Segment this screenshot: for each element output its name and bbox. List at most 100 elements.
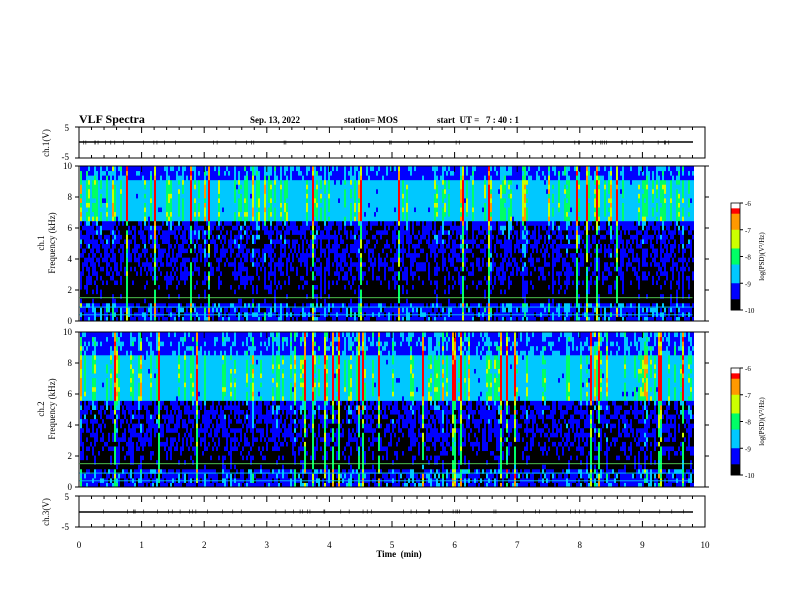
spectrogram-cell	[324, 193, 326, 199]
spectrogram-cell	[174, 207, 176, 213]
spectrogram-cell	[132, 316, 134, 322]
spectrogram-cell	[118, 225, 120, 231]
spectrogram-cell	[268, 202, 270, 208]
spectrogram-cell	[88, 266, 90, 272]
spectrogram-cell	[314, 225, 316, 231]
spectrogram-cell	[80, 298, 82, 304]
spectrogram-cell	[312, 293, 314, 299]
spectrogram-cell	[188, 270, 190, 276]
spectrogram-cell	[96, 266, 98, 272]
spectrogram-cell	[174, 202, 176, 208]
spectrogram-cell	[262, 298, 264, 304]
spectrogram-cell	[104, 184, 106, 190]
spectrogram-cell	[162, 248, 164, 254]
spectrogram-cell	[318, 293, 320, 299]
spectrogram-cell	[260, 316, 262, 322]
spectrogram-cell	[82, 284, 84, 290]
spectrogram-cell	[302, 202, 304, 208]
spectrogram-cell	[244, 211, 246, 217]
spectrogram-cell	[286, 193, 288, 199]
spectrogram-cell	[158, 257, 160, 263]
spectrogram-cell	[270, 289, 272, 295]
spectrogram-cell	[164, 293, 166, 299]
spectrogram-cell	[228, 229, 230, 235]
spectrogram-cell	[158, 243, 160, 249]
spectrogram-cell	[210, 220, 212, 226]
spectrogram-cell	[264, 193, 266, 199]
spectrogram-cell	[126, 175, 128, 181]
spectrogram-cell	[116, 307, 118, 313]
spectrogram-cell	[230, 284, 232, 290]
spectrogram-cell	[332, 229, 334, 235]
spectrogram-cell	[286, 197, 288, 203]
spectrogram-cell	[122, 238, 124, 244]
spectrogram-cell	[306, 202, 308, 208]
spectrogram-cell	[302, 284, 304, 290]
spectrogram-cell	[112, 248, 114, 254]
spectrogram-cell	[336, 275, 338, 281]
spectrogram-cell	[308, 234, 310, 240]
spectrogram-cell	[262, 270, 264, 276]
spectrogram-cell	[214, 229, 216, 235]
spectrogram-cell	[346, 225, 348, 231]
spectrogram-cell	[330, 166, 332, 172]
spectrogram-cell	[306, 298, 308, 304]
spectrogram-cell	[262, 170, 264, 176]
spectrogram-cell	[156, 229, 158, 235]
spectrogram-cell	[88, 216, 90, 222]
spectrogram-cell	[318, 211, 320, 217]
spectrogram-cell	[306, 207, 308, 213]
spectrogram-cell	[118, 293, 120, 299]
spectrogram-cell	[306, 175, 308, 181]
spectrogram-cell	[114, 307, 116, 313]
spectrogram-cell	[216, 175, 218, 181]
spectrogram-cell	[158, 238, 160, 244]
spectrogram-cell	[96, 188, 98, 194]
spectrogram-cell	[228, 197, 230, 203]
spectrogram-cell	[236, 298, 238, 304]
spectrogram-cell	[234, 202, 236, 208]
spectrogram-cell	[148, 225, 150, 231]
spectrogram-cell	[360, 197, 362, 203]
spectrogram-cell	[318, 248, 320, 254]
spectrogram-cell	[172, 207, 174, 213]
spectrogram-cell	[152, 270, 154, 276]
spectrogram-cell	[94, 179, 96, 185]
spectrogram-cell	[338, 252, 340, 258]
spectrogram-cell	[270, 188, 272, 194]
spectrogram-cell	[158, 248, 160, 254]
spectrogram-cell	[148, 207, 150, 213]
spectrogram-cell	[354, 188, 356, 194]
spectrogram-cell	[108, 211, 110, 217]
spectrogram-cell	[274, 316, 276, 322]
spectrogram-cell	[160, 266, 162, 272]
spectrogram-cell	[214, 234, 216, 240]
spectrogram-cell	[354, 266, 356, 272]
spectrogram-cell	[176, 202, 178, 208]
spectrogram-cell	[212, 302, 214, 308]
spectrogram-cell	[304, 293, 306, 299]
spectrogram-cell	[164, 248, 166, 254]
spectrogram-cell	[214, 184, 216, 190]
spectrogram-cell	[122, 234, 124, 240]
spectrogram-cell	[124, 184, 126, 190]
spectrogram-cell	[148, 261, 150, 267]
spectrogram-cell	[94, 243, 96, 249]
spectrogram-cell	[310, 193, 312, 199]
spectrogram-cell	[316, 179, 318, 185]
spectrogram-cell	[176, 293, 178, 299]
spectrogram-cell	[354, 184, 356, 190]
spectrogram-cell	[316, 211, 318, 217]
spectrogram-cell	[312, 166, 314, 172]
spectrogram-cell	[198, 289, 200, 295]
spectrogram-cell	[306, 179, 308, 185]
spectrogram-cell	[116, 170, 118, 176]
spectrogram-cell	[324, 316, 326, 322]
spectrogram-cell	[188, 284, 190, 290]
spectrogram-cell	[112, 197, 114, 203]
spectrogram-cell	[110, 238, 112, 244]
spectrogram-cell	[226, 307, 228, 313]
spectrogram-cell	[174, 316, 176, 322]
spectrogram-cell	[100, 316, 102, 322]
spectrogram-cell	[80, 175, 82, 181]
